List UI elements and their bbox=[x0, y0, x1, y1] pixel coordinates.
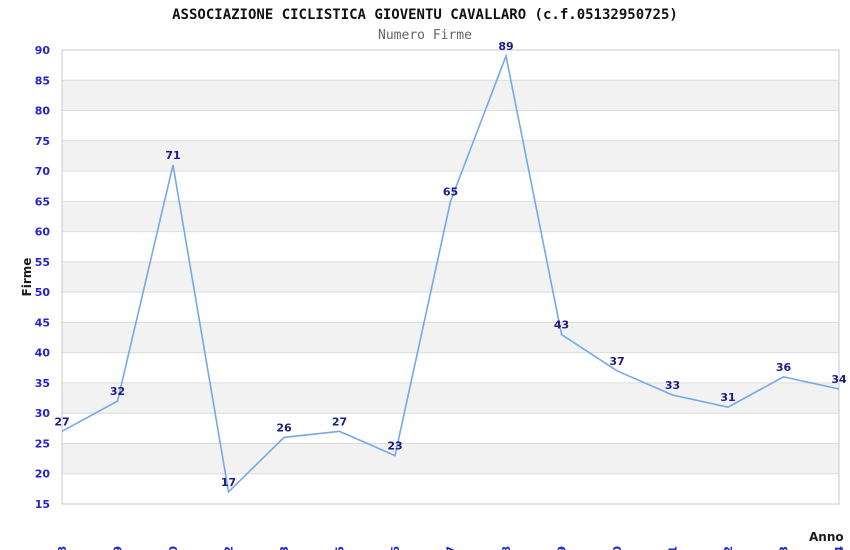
chart-subtitle: Numero Firme bbox=[378, 28, 472, 43]
x-tick-label: 2013 bbox=[278, 546, 291, 550]
data-point-label: 32 bbox=[110, 385, 125, 398]
y-tick-label: 90 bbox=[35, 44, 51, 57]
y-tick-label: 25 bbox=[35, 437, 50, 450]
y-axis-title: Firme bbox=[20, 257, 34, 297]
grid-band bbox=[62, 201, 839, 232]
x-tick-label: 2008 bbox=[56, 546, 69, 550]
data-point-label: 36 bbox=[776, 361, 792, 374]
chart-title: ASSOCIAZIONE CICLISTICA GIOVENTU CAVALLA… bbox=[172, 7, 678, 23]
data-point-label: 26 bbox=[276, 421, 292, 434]
x-tick-label: 2024 bbox=[833, 546, 846, 550]
y-tick-label: 75 bbox=[35, 135, 50, 148]
grid-band bbox=[62, 443, 839, 474]
data-point-label: 65 bbox=[443, 185, 458, 198]
grid-band bbox=[62, 322, 839, 353]
x-tick-label: 2023 bbox=[778, 546, 791, 550]
data-line bbox=[61, 53, 840, 494]
data-point-label: 89 bbox=[498, 40, 513, 53]
data-point-label: 27 bbox=[54, 415, 69, 428]
x-axis-title: Anno bbox=[809, 530, 844, 544]
x-tick-label: 2015 bbox=[334, 546, 347, 550]
x-tick-label: 2020 bbox=[611, 546, 624, 550]
y-tick-label: 50 bbox=[35, 286, 51, 299]
grid-band bbox=[62, 140, 839, 172]
y-tick-label: 35 bbox=[35, 377, 50, 390]
y-tick-label: 70 bbox=[35, 165, 51, 178]
y-tick-label: 60 bbox=[35, 226, 51, 239]
data-point-label: 71 bbox=[165, 149, 180, 162]
data-point-label: 37 bbox=[609, 355, 624, 368]
data-point-label: 31 bbox=[720, 391, 735, 404]
x-tick-label: 2009 bbox=[112, 546, 125, 550]
y-tick-label: 55 bbox=[35, 256, 50, 269]
y-tick-label: 30 bbox=[35, 407, 51, 420]
y-tick-label: 40 bbox=[35, 347, 51, 360]
data-point-label: 17 bbox=[221, 476, 236, 489]
x-tick-label: 2010 bbox=[167, 546, 180, 550]
data-point-label: 34 bbox=[831, 373, 847, 386]
plot-border bbox=[61, 49, 840, 505]
grid-band bbox=[62, 382, 839, 414]
grid-band bbox=[62, 80, 839, 111]
data-point-label: 33 bbox=[665, 379, 680, 392]
grid-band bbox=[62, 261, 839, 293]
x-tick-label: 2016 bbox=[389, 546, 402, 550]
x-tick-label: 2021 bbox=[667, 546, 680, 550]
x-tick-label: 2018 bbox=[500, 546, 513, 550]
data-point-label: 27 bbox=[332, 415, 347, 428]
y-tick-label: 80 bbox=[35, 105, 51, 118]
data-point-label: 23 bbox=[387, 440, 402, 453]
y-tick-label: 45 bbox=[35, 316, 50, 329]
y-tick-label: 15 bbox=[35, 498, 50, 511]
y-tick-label: 20 bbox=[35, 468, 51, 481]
x-tick-label: 2019 bbox=[556, 546, 569, 550]
x-tick-label: 2022 bbox=[722, 546, 735, 550]
y-tick-label: 85 bbox=[35, 74, 50, 87]
data-point-label: 43 bbox=[554, 319, 569, 332]
x-tick-label: 2012 bbox=[223, 546, 236, 550]
y-tick-label: 65 bbox=[35, 195, 50, 208]
x-tick-label: 2017 bbox=[445, 546, 458, 550]
